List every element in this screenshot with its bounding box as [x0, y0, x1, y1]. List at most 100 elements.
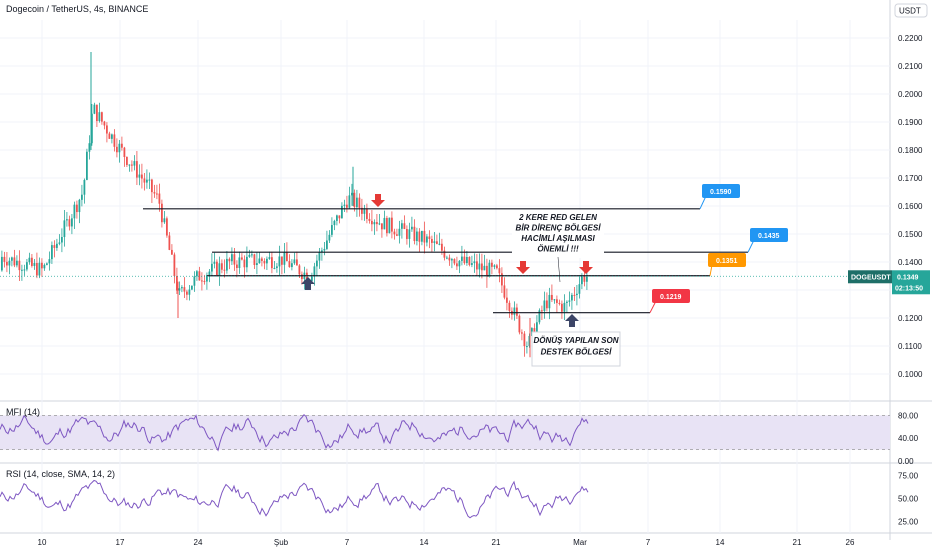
- mfi-pane: 80.00 40.00 0.00: [0, 411, 919, 466]
- candle-body: [541, 310, 543, 312]
- candle-body: [393, 231, 396, 235]
- price-tick-label: 0.1800: [898, 146, 923, 155]
- candle-body: [413, 226, 416, 242]
- candle-body: [168, 235, 171, 250]
- candle-body: [291, 263, 293, 268]
- candle-body: [241, 257, 243, 260]
- currency-badge[interactable]: USDT: [894, 3, 928, 18]
- candle-body: [498, 268, 501, 274]
- level-label: 0.1435: [758, 233, 780, 240]
- time-tick-label: 14: [716, 538, 725, 547]
- candle-body: [581, 276, 583, 285]
- candle-body: [136, 161, 138, 178]
- candle-body: [546, 300, 548, 309]
- candle-body: [451, 259, 453, 261]
- candle-body: [266, 258, 268, 264]
- time-tick-label: 7: [345, 538, 350, 547]
- candle-body: [146, 179, 148, 183]
- candle-body: [63, 220, 66, 238]
- candle-body: [228, 258, 231, 262]
- candle-body: [323, 248, 326, 251]
- candle-body: [288, 261, 291, 268]
- candle-body: [336, 215, 338, 221]
- candle-body: [391, 217, 393, 232]
- candle-body: [501, 273, 503, 286]
- label-leader: [747, 239, 755, 253]
- candle-body: [73, 204, 76, 219]
- oscillator-line: [0, 479, 589, 519]
- candle-body: [263, 260, 266, 264]
- candle-body: [93, 104, 96, 114]
- price-tick-label: 0.1000: [898, 370, 923, 379]
- candle-body: [521, 332, 523, 334]
- candle-body: [383, 217, 386, 230]
- annotation-box: [512, 210, 604, 258]
- candle-body: [566, 301, 568, 303]
- candle-body: [141, 174, 143, 179]
- price-tick-label: 0.2200: [898, 34, 923, 43]
- candle-body: [326, 240, 328, 249]
- candle-body: [376, 222, 378, 225]
- candle-body: [428, 236, 431, 239]
- candle-body: [456, 263, 458, 267]
- candle-body: [251, 254, 253, 256]
- candle-body: [143, 178, 146, 183]
- candle-body: [166, 218, 168, 236]
- label-leader: [699, 195, 707, 210]
- candle-body: [346, 204, 348, 208]
- candle-body: [318, 252, 321, 261]
- support-resistance-lines: 0.1590 0.1435 0.1351 0.1219: [0, 184, 890, 314]
- candle-body: [366, 208, 368, 219]
- candle-body: [406, 228, 408, 239]
- candle-body: [258, 258, 261, 264]
- candle-body: [193, 276, 196, 286]
- candle-body: [543, 300, 546, 311]
- candle-body: [246, 256, 248, 268]
- candle-body: [321, 250, 323, 253]
- candle-body: [466, 256, 468, 264]
- candle-body: [233, 254, 236, 265]
- candle-body: [181, 287, 183, 289]
- candle-body: [373, 222, 376, 225]
- candle-body: [478, 263, 481, 270]
- candle-body: [523, 333, 526, 347]
- candle-body: [316, 260, 318, 267]
- candle-body: [481, 263, 483, 271]
- candle-body: [8, 260, 11, 266]
- candle-body: [211, 263, 213, 272]
- candle-body: [256, 263, 258, 266]
- down-arrow: [516, 261, 530, 274]
- candle-body: [513, 307, 516, 315]
- candle-body: [381, 223, 383, 230]
- oscillator-band: [0, 415, 890, 450]
- candle-body: [128, 164, 131, 166]
- candle-body: [333, 220, 336, 226]
- candle-body: [206, 275, 208, 282]
- candle-body: [476, 261, 478, 270]
- candle-body: [293, 259, 296, 264]
- candle-body: [81, 194, 83, 200]
- candle-body: [331, 225, 333, 235]
- candle-body: [281, 256, 283, 265]
- candle-body: [488, 262, 491, 277]
- candle-body: [453, 259, 456, 264]
- candle-body: [301, 274, 303, 280]
- candle-body: [443, 250, 446, 258]
- last-price-value: 0.1349: [897, 274, 919, 281]
- annotation-line: 2 KERE RED GELEN: [518, 213, 597, 222]
- level-label: 0.1351: [716, 258, 738, 265]
- candle-body: [461, 256, 463, 261]
- candle-body: [216, 261, 218, 276]
- candle-body: [121, 143, 123, 148]
- time-tick-label: 14: [420, 538, 429, 547]
- oscillator-tick-label: 25.00: [898, 518, 919, 527]
- candle-body: [491, 262, 493, 267]
- candle-body: [208, 271, 211, 276]
- candle-body: [578, 284, 581, 294]
- candle-body: [338, 215, 341, 219]
- candle-body: [218, 263, 221, 276]
- candle-body: [156, 193, 158, 195]
- candle-body: [138, 174, 141, 178]
- candle-body: [418, 231, 421, 242]
